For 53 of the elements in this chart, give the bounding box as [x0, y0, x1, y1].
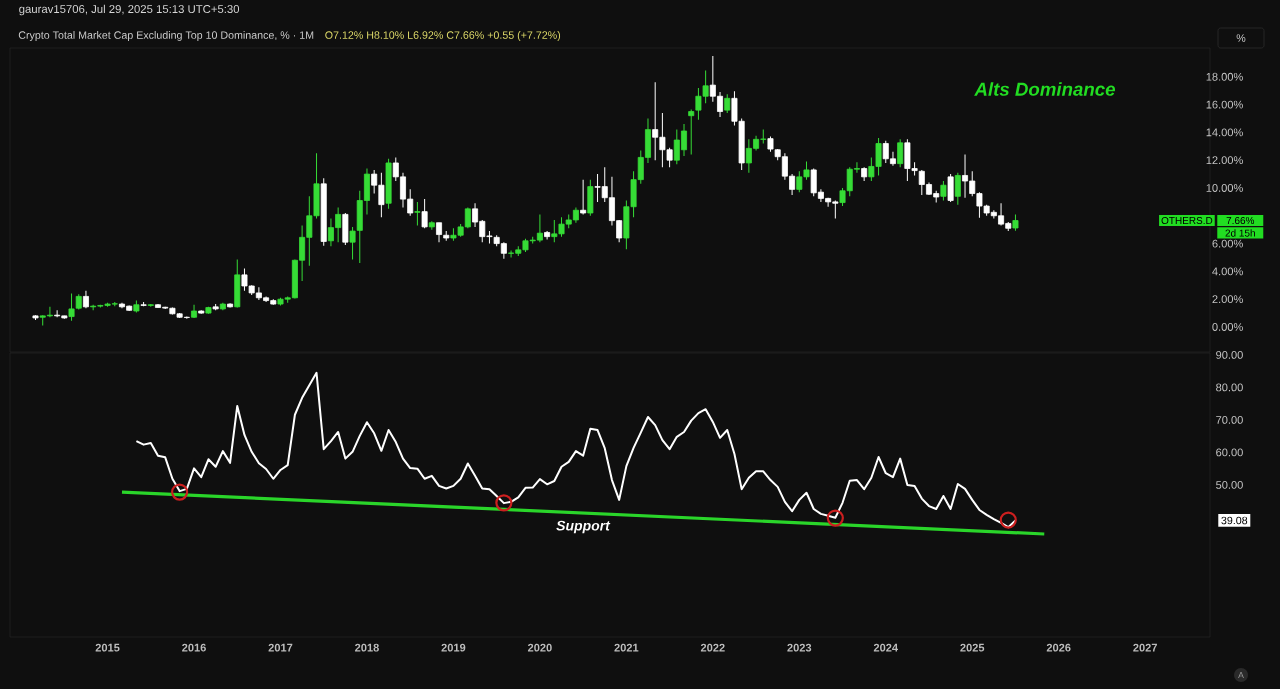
y-tick-label: 6.00%: [1212, 239, 1243, 248]
x-tick-label: 2026: [1046, 643, 1071, 652]
text: 2d 15h: [1225, 229, 1255, 237]
y-tick-label: 4.00%: [1212, 267, 1243, 276]
x-tick-label: 2027: [1133, 643, 1157, 652]
y-tick-label: 60.00: [1216, 448, 1243, 457]
text: %: [1236, 34, 1246, 42]
annotation: Alts Dominance: [974, 82, 1116, 96]
chart-title: Crypto Total Market Cap Excluding Top 10 Dominance, % · 1M: [18, 31, 314, 41]
text: 39.08: [1221, 516, 1248, 525]
candlestick: [436, 222, 443, 243]
y-tick-label: 14.00%: [1206, 128, 1243, 137]
y-tick-label: 16.00%: [1206, 100, 1243, 109]
point: [999, 511, 1017, 529]
candlestick: [947, 173, 954, 203]
x-tick-label: 2024: [873, 643, 898, 652]
y-tick-label: 0.00%: [1212, 323, 1243, 331]
x-tick-label: 2021: [614, 643, 639, 652]
candlestick: [724, 93, 731, 114]
x-tick-label: 2015: [95, 643, 120, 652]
y-tick-label: 12.00%: [1206, 156, 1243, 165]
candlestick: [940, 180, 947, 201]
candlestick: [414, 201, 421, 227]
y-tick-label: 10.00%: [1206, 184, 1243, 192]
text: A: [1238, 672, 1244, 678]
candlestick: [580, 179, 587, 215]
candlestick: [897, 138, 904, 168]
y-tick-label: 90.00: [1216, 351, 1243, 359]
y-tick-label: 2.00%: [1212, 295, 1243, 304]
chart-subtitle: O7.12% H8.10% L6.92% C7.66% +0.55 (+7.72%): [325, 31, 561, 41]
candlestick: [954, 172, 961, 206]
y-tick-label: 50.00: [1216, 481, 1243, 489]
x-tick-label: 2022: [700, 643, 725, 652]
x-tick-label: 2017: [268, 643, 293, 652]
text: gaurav15706, Jul 29, 2025 15:13 UTC+5:30: [19, 4, 240, 16]
y-tick-label: 70.00: [1216, 416, 1243, 424]
y-tick-label: 18.00%: [1206, 72, 1243, 81]
annotation: OTHERS.D: [1161, 216, 1213, 225]
candlestick: [299, 225, 306, 282]
candlestick: [688, 108, 695, 156]
y-tick-label: 80.00: [1216, 383, 1243, 392]
x-tick-label: 2025: [960, 643, 985, 652]
x-tick-label: 2020: [527, 643, 552, 652]
point: [826, 509, 844, 527]
point: [495, 494, 513, 512]
x-tick-label: 2016: [182, 643, 206, 652]
point: [171, 483, 189, 501]
x-tick-label: 2023: [787, 643, 812, 652]
x-tick-label: 2019: [441, 643, 466, 652]
candlestick: [421, 198, 428, 229]
x-tick-label: 2018: [355, 643, 379, 652]
annotation: Support: [556, 520, 611, 534]
text: 7.66%: [1226, 216, 1255, 225]
